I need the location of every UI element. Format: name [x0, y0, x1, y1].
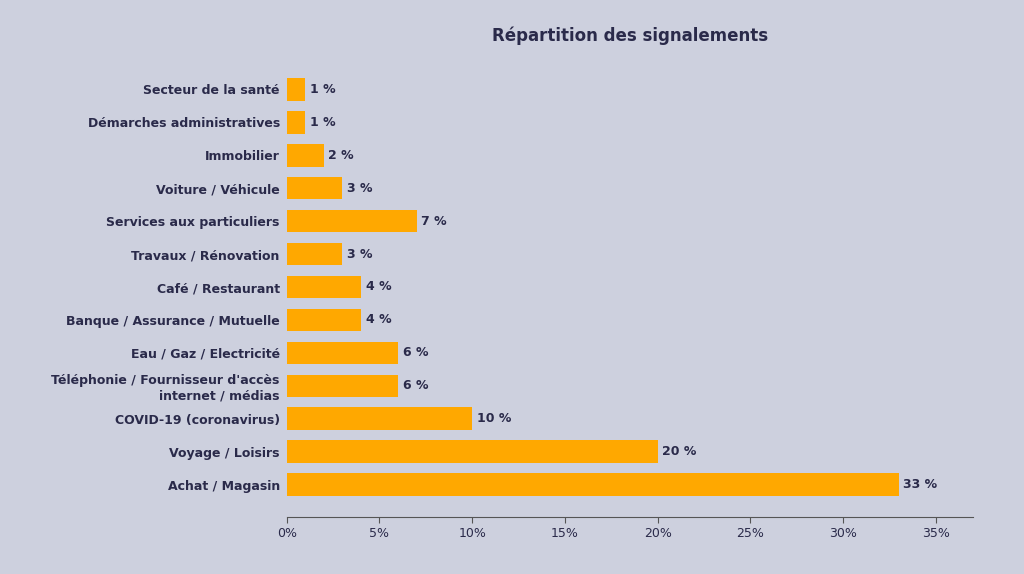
- Bar: [287, 243, 342, 265]
- Bar: [287, 111, 305, 134]
- Text: 2 %: 2 %: [329, 149, 354, 162]
- Bar: [287, 375, 398, 397]
- Text: 3 %: 3 %: [347, 247, 373, 261]
- Text: 3 %: 3 %: [347, 182, 373, 195]
- Bar: [287, 78, 305, 100]
- Text: 1 %: 1 %: [310, 116, 336, 129]
- Bar: [287, 408, 472, 430]
- Bar: [287, 144, 324, 166]
- Bar: [287, 440, 657, 463]
- Bar: [287, 342, 398, 364]
- Bar: [287, 276, 360, 298]
- Text: 20 %: 20 %: [663, 445, 696, 458]
- Text: 4 %: 4 %: [366, 313, 391, 327]
- Bar: [287, 309, 360, 331]
- Title: Répartition des signalements: Répartition des signalements: [492, 26, 768, 45]
- Text: 7 %: 7 %: [421, 215, 446, 228]
- Text: 33 %: 33 %: [903, 478, 937, 491]
- Text: 6 %: 6 %: [402, 379, 428, 392]
- Text: 1 %: 1 %: [310, 83, 336, 96]
- Text: 4 %: 4 %: [366, 281, 391, 293]
- Text: 6 %: 6 %: [402, 346, 428, 359]
- Text: 10 %: 10 %: [477, 412, 511, 425]
- Bar: [287, 177, 342, 199]
- Bar: [287, 474, 899, 496]
- Bar: [287, 210, 417, 232]
